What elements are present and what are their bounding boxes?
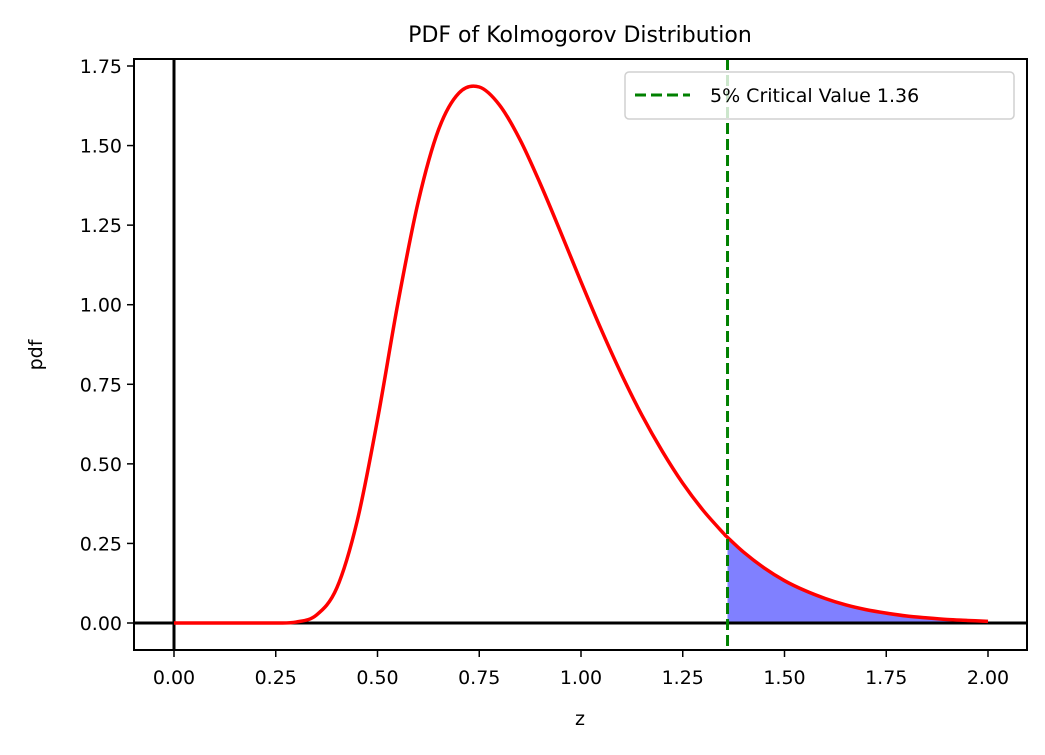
y-tick-label: 0.00 (80, 613, 122, 635)
y-tick-label: 1.25 (80, 215, 122, 237)
x-tick-label: 1.50 (763, 667, 805, 689)
axes-frame (133, 58, 1028, 651)
y-tick-label: 1.75 (80, 56, 122, 78)
x-tick-label: 1.00 (560, 667, 602, 689)
legend-box (624, 71, 1015, 120)
y-tick-label: 0.25 (80, 533, 122, 555)
legend-label: 5% Critical Value 1.36 (710, 85, 919, 107)
x-axis-label: z (575, 708, 585, 730)
pdf-curve (173, 84, 989, 625)
y-axis-label: pdf (25, 338, 47, 370)
y-tick-label: 1.50 (80, 136, 122, 158)
y-tick-label: 0.50 (80, 454, 122, 476)
y-tick-label: 0.75 (80, 374, 122, 396)
chart-title: PDF of Kolmogorov Distribution (408, 23, 752, 48)
plot-area (133, 58, 1028, 651)
shaded-tail-area (727, 537, 988, 623)
x-tick-label: 0.25 (255, 667, 297, 689)
x-tick-label: 0.50 (356, 667, 398, 689)
ticks: 0.00 0.25 0.50 0.75 1.00 1.25 1.50 1.75 2.00 0.00… (80, 56, 1009, 689)
y-tick-label: 1.00 (80, 295, 122, 317)
x-tick-label: 1.75 (865, 667, 907, 689)
x-tick-label: 1.25 (662, 667, 704, 689)
legend: 5% Critical Value 1.36 (624, 71, 1015, 120)
x-tick-label: 0.75 (458, 667, 500, 689)
x-tick-label: 2.00 (967, 667, 1009, 689)
x-tick-label: 0.00 (153, 667, 195, 689)
